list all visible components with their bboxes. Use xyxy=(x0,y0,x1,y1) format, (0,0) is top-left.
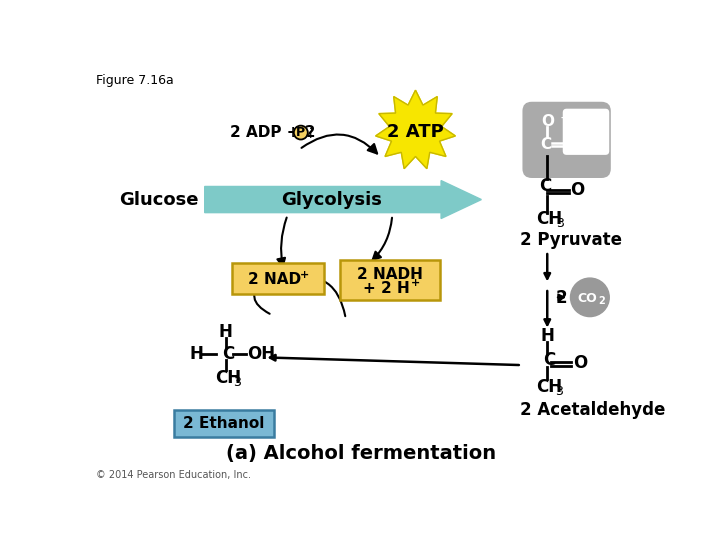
Text: O: O xyxy=(573,354,587,372)
Text: 2: 2 xyxy=(598,296,605,306)
Text: O: O xyxy=(570,180,585,199)
Text: 3: 3 xyxy=(555,385,563,398)
Text: 2 Ethanol: 2 Ethanol xyxy=(183,416,264,431)
Text: © 2014 Pearson Education, Inc.: © 2014 Pearson Education, Inc. xyxy=(96,470,251,480)
Text: C: C xyxy=(222,345,234,362)
FancyArrowPatch shape xyxy=(254,280,270,314)
Text: Glycolysis: Glycolysis xyxy=(281,191,382,208)
Text: 2: 2 xyxy=(555,289,567,307)
Text: +: + xyxy=(300,270,309,280)
Text: −: − xyxy=(559,111,571,125)
Text: 2 Acetaldehyde: 2 Acetaldehyde xyxy=(520,401,665,418)
Text: CH: CH xyxy=(536,210,562,228)
FancyArrow shape xyxy=(204,180,482,219)
Text: H: H xyxy=(540,327,554,345)
Text: + 2 H: + 2 H xyxy=(363,281,410,295)
Text: (a) Alcohol fermentation: (a) Alcohol fermentation xyxy=(225,444,496,463)
Circle shape xyxy=(570,278,609,316)
Text: C: C xyxy=(540,137,552,152)
Text: C: C xyxy=(544,350,556,369)
Text: Figure 7.16a: Figure 7.16a xyxy=(96,74,174,87)
Text: 3: 3 xyxy=(233,376,241,389)
FancyArrowPatch shape xyxy=(291,274,346,316)
Text: OH: OH xyxy=(248,345,276,362)
FancyBboxPatch shape xyxy=(563,109,609,155)
Circle shape xyxy=(294,126,307,139)
Text: CH: CH xyxy=(536,377,562,396)
Polygon shape xyxy=(376,90,455,168)
FancyBboxPatch shape xyxy=(341,260,441,300)
Text: 2 ADP + 2: 2 ADP + 2 xyxy=(230,125,315,140)
Text: O: O xyxy=(568,137,581,152)
Text: H: H xyxy=(219,323,233,341)
Text: P: P xyxy=(296,126,305,139)
Text: +: + xyxy=(411,278,420,288)
FancyArrowPatch shape xyxy=(277,218,287,266)
Text: 3: 3 xyxy=(557,217,564,230)
Text: 2 ATP: 2 ATP xyxy=(387,123,444,141)
Text: H: H xyxy=(189,345,203,362)
Text: 2 NADH: 2 NADH xyxy=(357,267,423,282)
FancyBboxPatch shape xyxy=(232,264,324,294)
Text: 2 NAD: 2 NAD xyxy=(248,272,301,287)
Text: C: C xyxy=(539,178,552,195)
Text: i: i xyxy=(309,129,312,141)
FancyArrowPatch shape xyxy=(373,218,392,260)
FancyBboxPatch shape xyxy=(523,102,611,178)
FancyArrowPatch shape xyxy=(302,134,377,153)
Text: 2 Pyruvate: 2 Pyruvate xyxy=(520,231,622,249)
Text: Glucose: Glucose xyxy=(119,191,199,208)
FancyBboxPatch shape xyxy=(174,410,274,437)
Text: CH: CH xyxy=(215,369,241,387)
Text: O: O xyxy=(541,114,554,129)
Text: CO: CO xyxy=(577,292,598,305)
